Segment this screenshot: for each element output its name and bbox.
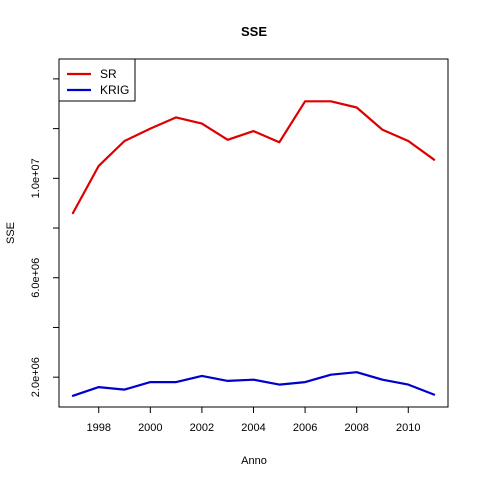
x-tick-label-2000: 2000 — [138, 422, 162, 434]
y-tick-label-2.0e+06: 2.0e+06 — [30, 357, 42, 397]
legend-box — [58, 58, 136, 102]
legend: SR KRIG — [58, 58, 136, 102]
y-axis: 2.0e+06 6.0e+06 1.0e+07 — [30, 78, 59, 397]
x-tick-label-2004: 2004 — [241, 422, 265, 434]
x-tick-label-1998: 1998 — [86, 422, 110, 434]
x-axis-label: Anno — [241, 455, 267, 467]
y-axis-label: SSE — [5, 222, 17, 244]
series-line-sr — [71, 100, 436, 215]
y-tick-label-6.0e+06: 6.0e+06 — [30, 258, 42, 298]
chart-title: SSE — [241, 24, 267, 39]
x-tick-label-2008: 2008 — [344, 422, 368, 434]
series-group — [71, 100, 436, 397]
x-tick-label-2010: 2010 — [396, 422, 420, 434]
legend-label-krig: KRIG — [100, 83, 129, 97]
x-axis: 1998 2000 2002 2004 2006 2008 2010 — [86, 407, 421, 434]
x-tick-label-2002: 2002 — [190, 422, 214, 434]
plot-frame — [58, 58, 449, 408]
x-tick-label-2006: 2006 — [293, 422, 317, 434]
y-tick-label-1.0e+07: 1.0e+07 — [30, 158, 42, 198]
legend-label-sr: SR — [100, 67, 117, 81]
series-line-krig — [71, 371, 436, 397]
